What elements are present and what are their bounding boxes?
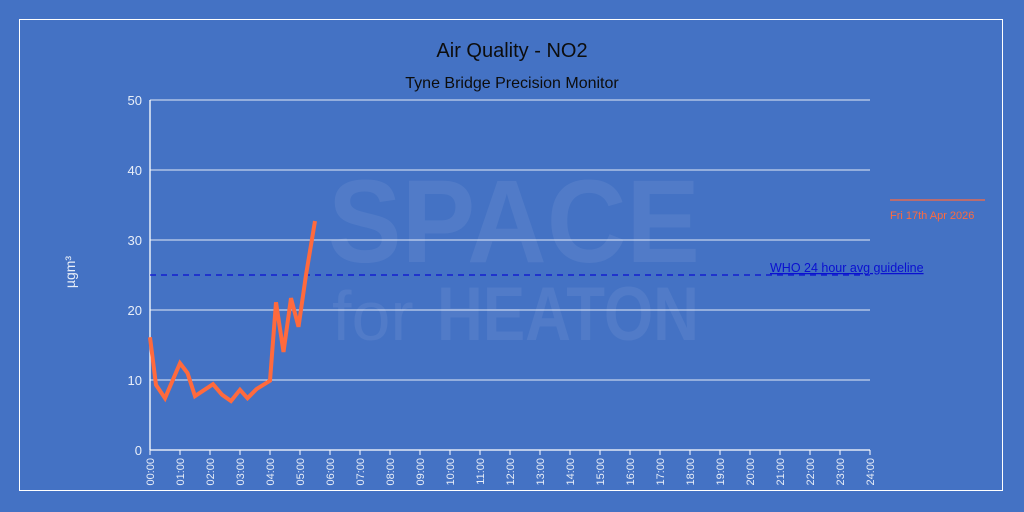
x-axis-ticks: 00:00 01:00 02:00 03:00 04:00 05:00 06:00 07:00… <box>145 450 877 486</box>
x-tick-label: 06:00 <box>325 458 337 486</box>
x-tick-label: 12:00 <box>505 458 517 486</box>
x-tick-label: 02:00 <box>205 458 217 486</box>
y-tick-label: 0 <box>135 443 142 458</box>
legend-label: Fri 17th Apr 2026 <box>890 210 974 222</box>
x-tick-label: 19:00 <box>715 458 727 486</box>
y-tick-label: 30 <box>128 233 142 248</box>
y-tick-label: 50 <box>128 93 142 108</box>
x-tick-label: 23:00 <box>835 458 847 486</box>
watermark-space: SPACE <box>328 156 700 288</box>
y-axis-label: µgm³ <box>62 256 78 289</box>
x-tick-label: 18:00 <box>685 458 697 486</box>
x-tick-label: 09:00 <box>415 458 427 486</box>
x-tick-label: 11:00 <box>475 458 487 485</box>
gridlines <box>150 99 870 381</box>
y-tick-label: 20 <box>128 303 142 318</box>
x-tick-label: 21:00 <box>775 458 787 486</box>
x-tick-label: 04:00 <box>265 458 277 486</box>
x-tick-label: 20:00 <box>745 458 757 486</box>
x-tick-label: 10:00 <box>445 458 457 486</box>
x-tick-label: 01:00 <box>175 458 187 486</box>
legend: Fri 17th Apr 2026 <box>890 199 985 222</box>
x-tick-label: 16:00 <box>625 458 637 486</box>
no2-series-line <box>148 220 317 404</box>
watermark-heaton: HEATON <box>437 272 699 357</box>
x-tick-label: 13:00 <box>535 458 547 486</box>
x-tick-label: 17:00 <box>655 458 667 486</box>
x-tick-label: 14:00 <box>565 458 577 486</box>
x-tick-label: 15:00 <box>595 458 607 486</box>
x-tick-label: 24:00 <box>865 458 877 486</box>
chart-subtitle: Tyne Bridge Precision Monitor <box>405 75 619 92</box>
x-tick-label: 03:00 <box>235 458 247 486</box>
who-guideline-label: WHO 24 hour avg guideline <box>770 261 924 275</box>
chart-frame <box>19 19 1003 491</box>
x-tick-label: 08:00 <box>385 458 397 486</box>
x-tick-label: 00:00 <box>145 458 157 486</box>
y-tick-label: 10 <box>128 373 142 388</box>
y-tick-label: 40 <box>128 163 142 178</box>
watermark: SPACE for HEATON <box>328 156 700 357</box>
x-tick-label: 07:00 <box>355 458 367 486</box>
y-axis-ticks: 0 10 20 30 40 50 <box>128 93 142 458</box>
chart-title: Air Quality - NO2 <box>436 40 588 62</box>
x-tick-label: 05:00 <box>295 458 307 486</box>
watermark-for: for <box>332 277 414 355</box>
x-tick-label: 22:00 <box>805 458 817 486</box>
